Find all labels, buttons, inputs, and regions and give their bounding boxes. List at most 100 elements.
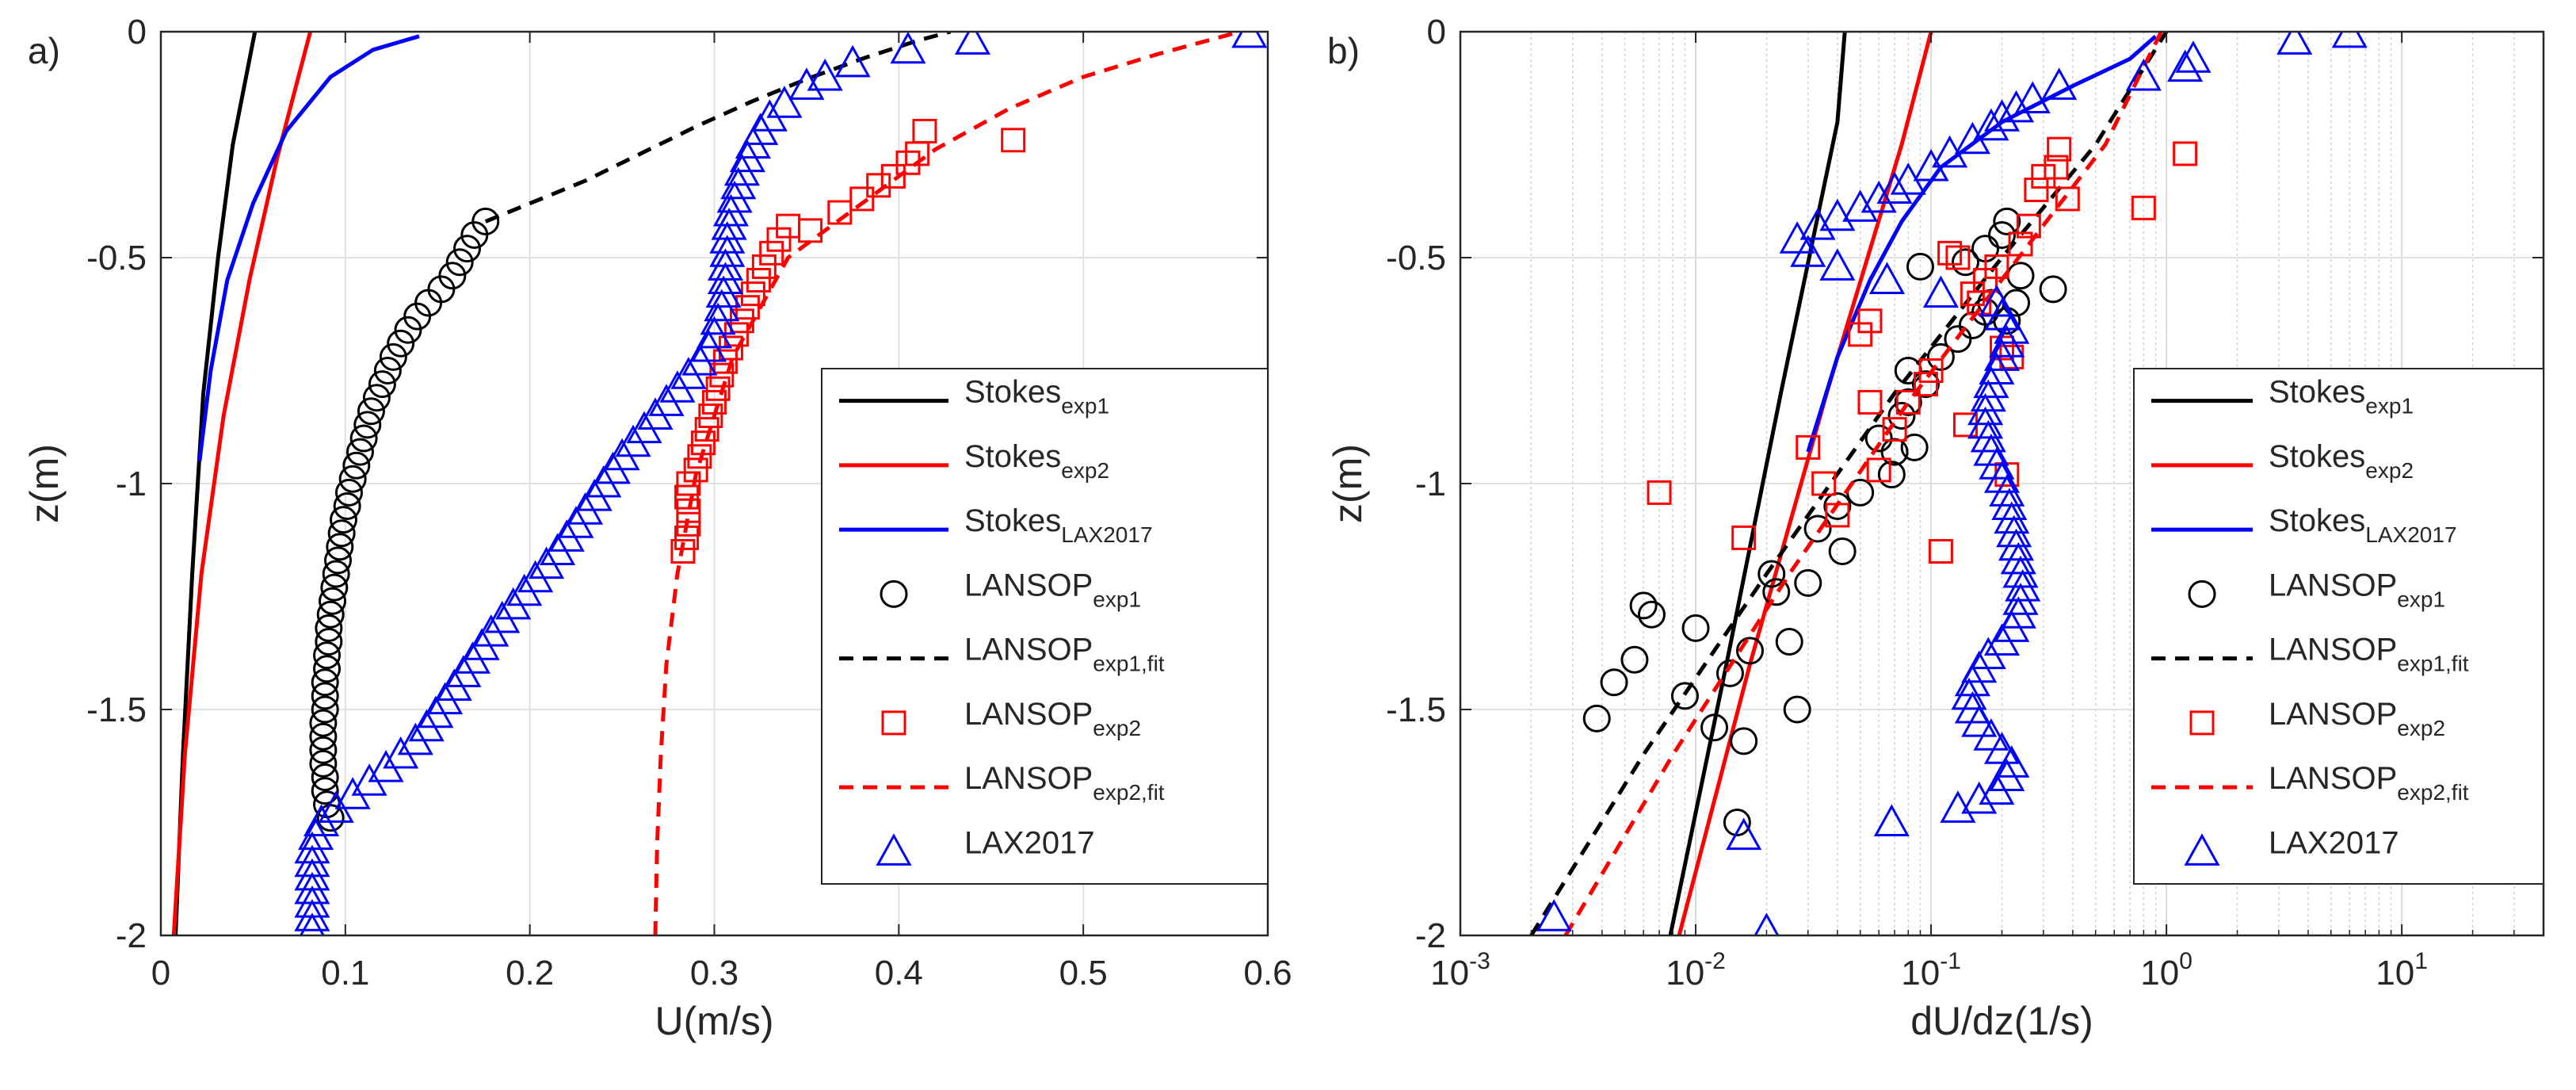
- series-lansop-exp1-marker: [309, 749, 338, 778]
- series-lansop-exp1-marker: [1637, 600, 1666, 629]
- series-lansop-exp1-marker: [311, 682, 339, 710]
- x-tick-label-exponent: -1: [1940, 948, 1961, 974]
- series-lansop-exp2-marker: [1857, 308, 1883, 334]
- series-lansop-exp1-marker: [342, 451, 371, 480]
- legend-swatch-marker: [2184, 833, 2220, 866]
- legend-label-name: Stokes: [964, 375, 1061, 410]
- series-lansop-exp1-marker: [1730, 727, 1758, 755]
- legend-label: LANSOPexp1,fit: [964, 633, 1165, 676]
- legend-label-subscript: exp1: [2397, 587, 2445, 611]
- legend-label-name: LANSOP: [964, 761, 1093, 796]
- legend-label: Stokesexp2: [2269, 439, 2414, 483]
- legend-label-name: LANSOP: [2269, 761, 2397, 796]
- series-lansop-exp1-marker: [311, 695, 339, 724]
- x-tick-label-base: 10: [1666, 954, 1704, 992]
- series-lansop-exp2-marker: [2055, 186, 2080, 212]
- legend-label: StokesLAX2017: [2269, 503, 2457, 547]
- x-axis-title: dU/dz(1/s): [1910, 999, 2093, 1043]
- series-lax2017-marker: [1819, 248, 1856, 281]
- series-lansop-exp1-marker: [1715, 659, 1744, 687]
- series-lansop-exp1-marker: [334, 478, 363, 507]
- series-lansop-exp1-marker: [315, 614, 343, 642]
- x-tick-label: 0.4: [875, 954, 923, 992]
- series-lansop-exp2-marker: [1960, 281, 1985, 307]
- series-lax2017-marker: [1876, 171, 1913, 204]
- series-lansop-exp1-marker: [338, 465, 367, 493]
- series-lax2017-marker: [1819, 198, 1856, 231]
- series-lax2017-marker: [2276, 32, 2313, 55]
- y-tick-label: -1: [1415, 465, 1446, 503]
- series-lax2017-marker: [1726, 817, 1762, 851]
- legend-label-name: Stokes: [964, 439, 1061, 474]
- series-lax2017-marker: [1973, 108, 2009, 141]
- series-lansop-exp2-marker: [1647, 480, 1672, 505]
- y-axis-title: z(m): [22, 444, 67, 523]
- series-lansop-exp2-marker: [1928, 539, 1953, 564]
- series-lansop-exp2-marker: [1984, 254, 2009, 279]
- series-lansop-exp1-marker: [1582, 704, 1611, 732]
- series-lax2017-marker: [2125, 58, 2162, 91]
- series-lansop-exp2-marker: [912, 118, 937, 143]
- legend-swatch-marker: [2189, 710, 2215, 736]
- series-lansop-exp1-marker: [327, 519, 356, 548]
- legend-label: LANSOPexp2: [964, 697, 1141, 740]
- x-tick-label: 0.2: [506, 954, 554, 992]
- y-tick-label: -1.5: [86, 690, 147, 729]
- series-lansop-exp1-marker: [1762, 578, 1791, 606]
- series-lansop-exp1-marker: [1911, 370, 1940, 399]
- series-lansop-exp1: [309, 207, 500, 832]
- series-lansop-exp2-marker: [2047, 136, 2072, 162]
- legend-box: [821, 368, 1269, 885]
- series-lansop-exp1-marker: [316, 600, 345, 629]
- series-lansop-exp2-marker: [1895, 389, 1921, 415]
- legend-swatch-marker: [880, 579, 908, 608]
- legend-label: LANSOPexp2,fit: [964, 761, 1165, 805]
- series-lansop-exp2-marker: [676, 471, 701, 496]
- series-lansop-exp1-marker: [322, 560, 350, 588]
- series-lax2017-marker: [1961, 781, 1998, 814]
- series-lansop-exp1-marker: [368, 370, 396, 399]
- series-lansop-exp1-marker: [357, 397, 385, 426]
- x-tick-label: 101: [2376, 948, 2428, 992]
- legend-label-subscript: exp2: [1061, 458, 1109, 483]
- series-lansop-exp1-marker: [1620, 645, 1649, 674]
- series-lax2017-marker: [2041, 67, 2078, 100]
- series-lansop-exp1-marker: [311, 668, 339, 697]
- series-lansop-exp2-marker: [1848, 322, 1873, 347]
- x-tick-label-base: 10: [2376, 954, 2414, 992]
- legend-label: Stokesexp1: [2269, 375, 2414, 419]
- legend-label: LANSOPexp1: [2269, 568, 2445, 611]
- x-tick-label: 0.3: [690, 954, 738, 992]
- series-lax2017-marker: [807, 58, 843, 91]
- legend: Stokesexp1Stokesexp2StokesLAX2017LANSOPe…: [821, 368, 1269, 885]
- series-lansop-exp1-marker: [313, 641, 342, 670]
- series-lansop-exp1-marker: [309, 722, 338, 751]
- series-lansop-exp1-marker: [324, 546, 353, 575]
- series-lansop-exp1-marker: [1906, 252, 1934, 281]
- series-lansop-exp1-marker: [1864, 424, 1893, 453]
- y-axis-title: z(m): [1326, 444, 1370, 523]
- series-lansop-exp1-marker: [1794, 568, 1822, 597]
- legend-label-subscript: exp1,fit: [1093, 652, 1164, 676]
- legend-label-subscript: exp2: [1093, 716, 1141, 740]
- series-lansop-exp1-marker: [319, 587, 347, 615]
- series-lansop-exp2-marker: [694, 417, 719, 442]
- series-lansop-exp2-marker: [2044, 155, 2069, 180]
- panel-label: b): [1327, 30, 1360, 71]
- legend-label-name: LANSOP: [2269, 568, 2397, 602]
- series-lax2017-marker: [788, 67, 825, 100]
- series-lansop-exp1-marker: [1900, 433, 1929, 461]
- series-lax2017-marker: [2167, 49, 2204, 82]
- series-lansop-exp2: [1647, 136, 2198, 564]
- series-lansop-exp1-marker: [1803, 514, 1832, 543]
- series-lansop-exp1-marker: [1887, 402, 1916, 430]
- x-tick-label: 0.5: [1059, 954, 1108, 992]
- x-tick-label-base: 10: [1901, 954, 1940, 992]
- legend-label: LANSOPexp1: [964, 568, 1141, 611]
- series-lansop-exp1-marker: [379, 342, 407, 371]
- legend-label-name: Stokes: [2269, 375, 2365, 410]
- series-group: [171, 32, 1268, 935]
- series-lansop-exp2-marker: [1731, 525, 1757, 550]
- legend-label-name: LANSOP: [964, 697, 1093, 732]
